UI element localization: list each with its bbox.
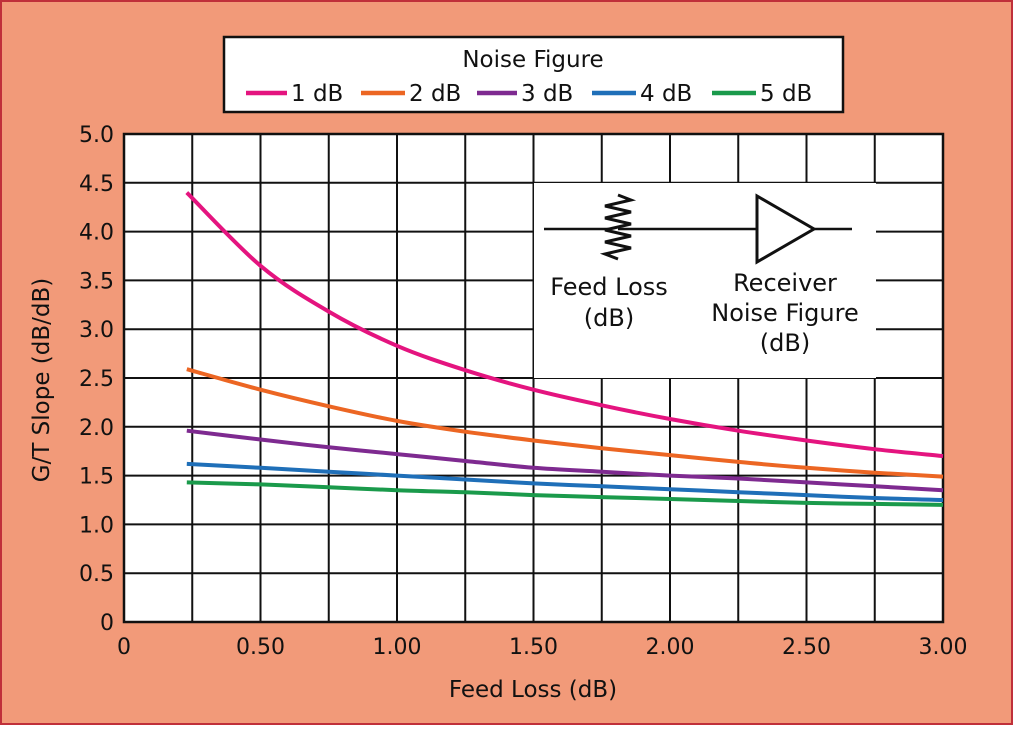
legend: Noise Figure 1 dB 2 dB 3 dB 4 dB 5 dB xyxy=(222,35,845,114)
legend-label: 1 dB xyxy=(291,81,343,107)
amplifier-icon xyxy=(755,193,817,265)
y-tick-label: 2.5 xyxy=(79,367,114,392)
legend-label: 5 dB xyxy=(760,81,812,107)
y-tick-labels: 0 0.5 1.0 1.5 2.0 2.5 3.0 3.5 4.0 4.5 5.0 xyxy=(79,123,114,636)
series-line-3 xyxy=(186,428,944,493)
x-tick-label: 3.00 xyxy=(919,635,968,660)
inset-feed-loss-label: Feed Loss xyxy=(550,273,668,301)
inset-receiver-label: Receiver xyxy=(733,269,837,297)
inset-feed-loss-unit: (dB) xyxy=(584,304,634,332)
y-tick-label: 4.0 xyxy=(79,221,114,246)
y-tick-label: 1.0 xyxy=(79,513,114,538)
x-tick-labels: 0 0.50 1.00 1.50 2.00 2.50 3.00 xyxy=(117,635,967,660)
y-tick-label: 3.5 xyxy=(79,269,114,294)
x-tick-label: 1.00 xyxy=(373,635,422,660)
legend-label: 3 dB xyxy=(521,81,573,107)
y-axis-label: G/T Slope (dB/dB) xyxy=(29,278,55,483)
y-tick-label: 3.0 xyxy=(79,318,114,343)
series-line-1 xyxy=(185,191,944,459)
legend-items: 1 dB 2 dB 3 dB 4 dB 5 dB xyxy=(246,81,812,107)
legend-box xyxy=(222,35,845,114)
series-line-2 xyxy=(186,367,944,479)
legend-label: 2 dB xyxy=(409,81,461,107)
y-tick-label: 0.5 xyxy=(79,562,114,587)
series xyxy=(185,191,944,507)
y-tick-label: 4.5 xyxy=(79,172,114,197)
y-tick-label: 0 xyxy=(100,611,114,636)
x-axis-label: Feed Loss (dB) xyxy=(449,677,617,703)
resistor-icon xyxy=(599,193,637,261)
legend-title: Noise Figure xyxy=(462,47,603,73)
x-tick-label: 2.00 xyxy=(646,635,695,660)
x-tick-label: 0 xyxy=(117,635,131,660)
y-tick-label: 5.0 xyxy=(79,123,114,148)
plot-border xyxy=(122,132,945,624)
series-line-4 xyxy=(186,461,944,502)
legend-label: 4 dB xyxy=(640,81,692,107)
x-tick-label: 2.50 xyxy=(782,635,831,660)
inset-noise-figure-label: Noise Figure xyxy=(711,299,858,327)
schematic-inset: Feed Loss (dB) Receiver Noise Figure (dB… xyxy=(534,183,876,378)
x-tick-label: 0.50 xyxy=(236,635,285,660)
y-tick-label: 1.5 xyxy=(79,465,114,490)
inset-box xyxy=(534,183,876,378)
inset-receiver-unit: (dB) xyxy=(760,329,810,357)
y-tick-label: 2.0 xyxy=(79,416,114,441)
series-line-5 xyxy=(186,480,944,507)
x-tick-label: 1.50 xyxy=(509,635,558,660)
